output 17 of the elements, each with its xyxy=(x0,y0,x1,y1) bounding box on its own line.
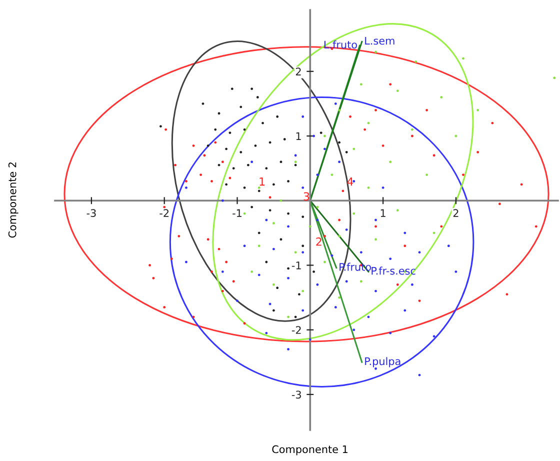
y-tick-label: 2 xyxy=(296,68,301,76)
series-label: P.pulpa xyxy=(365,357,400,368)
annotation: 3 xyxy=(304,192,310,201)
x-tick-label: -1 xyxy=(232,209,242,217)
y-tick-label: -1 xyxy=(292,262,301,270)
y-axis-title: Componente 2 xyxy=(8,162,18,238)
x-tick-label: 2 xyxy=(453,209,458,217)
annotation: 2 xyxy=(316,237,322,246)
x-tick-label: 1 xyxy=(380,209,386,217)
series-label: L.sem xyxy=(365,36,394,45)
x-axis-title: Componente 1 xyxy=(272,445,348,456)
annotation: 1 xyxy=(260,177,265,186)
y-tick-label: -3 xyxy=(292,390,301,399)
y-tick-label: -2 xyxy=(292,326,301,334)
x-tick-label: -2 xyxy=(160,209,168,217)
x-tick-label: -3 xyxy=(86,209,96,218)
y-tick-label: 1 xyxy=(296,132,301,140)
